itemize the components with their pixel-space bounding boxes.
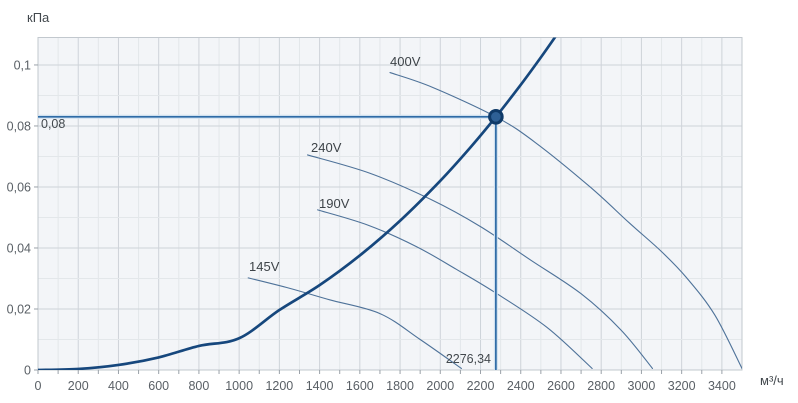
plot-area bbox=[38, 37, 742, 370]
plot-border bbox=[37, 37, 743, 371]
curve-label-240v: 240V bbox=[311, 140, 342, 155]
x-tick-label: 1000 bbox=[225, 379, 253, 393]
x-tick-label: 800 bbox=[188, 379, 209, 393]
operating-point-marker[interactable] bbox=[488, 109, 504, 125]
y-tick-label: 0,08 bbox=[7, 119, 31, 133]
y-tick-label: 0,06 bbox=[7, 180, 31, 194]
pressure-marker-label: 0,08 bbox=[41, 117, 66, 131]
curves bbox=[38, 37, 742, 370]
curve-400v bbox=[389, 72, 742, 370]
curve-label-145v: 145V bbox=[249, 259, 280, 274]
x-tick-label: 600 bbox=[148, 379, 169, 393]
axis-ticks bbox=[34, 64, 723, 374]
x-tick-label: 0 bbox=[35, 379, 42, 393]
curve-240v bbox=[306, 154, 654, 370]
x-axis-title: м³/ч bbox=[760, 373, 784, 388]
y-tick-label: 0,04 bbox=[7, 241, 31, 255]
x-tick-label: 1600 bbox=[346, 379, 374, 393]
y-tick-label: 0 bbox=[24, 364, 31, 378]
curve-190v bbox=[317, 209, 593, 370]
x-tick-label: 2200 bbox=[467, 379, 495, 393]
curve-system-curve bbox=[38, 37, 557, 370]
grid bbox=[38, 37, 742, 370]
curve-label-400v: 400V bbox=[390, 54, 421, 69]
operating-point-crosshair bbox=[38, 109, 504, 370]
x-tick-label: 3000 bbox=[628, 379, 656, 393]
curve-145v bbox=[247, 277, 462, 370]
flow-marker-label: 2276,34 bbox=[445, 352, 491, 366]
x-tick-label: 2600 bbox=[547, 379, 575, 393]
x-tick-label: 200 bbox=[68, 379, 89, 393]
x-tick-label: 1800 bbox=[386, 379, 414, 393]
x-tick-label: 3400 bbox=[708, 379, 736, 393]
curve-label-190v: 190V bbox=[319, 196, 350, 211]
x-tick-label: 2000 bbox=[426, 379, 454, 393]
y-axis-title: кПа bbox=[27, 10, 50, 25]
x-tick-label: 2800 bbox=[587, 379, 615, 393]
x-tick-label: 2400 bbox=[507, 379, 535, 393]
axis-labels: 0 200 400 600 800 1000 1200 1400 1600 1800 2000 220… bbox=[7, 58, 736, 393]
y-tick-label: 0,02 bbox=[7, 302, 31, 316]
y-tick-label: 0,1 bbox=[14, 58, 31, 72]
x-tick-label: 400 bbox=[108, 379, 129, 393]
x-tick-label: 1400 bbox=[306, 379, 334, 393]
x-tick-label: 3200 bbox=[668, 379, 696, 393]
x-tick-label: 1200 bbox=[265, 379, 293, 393]
